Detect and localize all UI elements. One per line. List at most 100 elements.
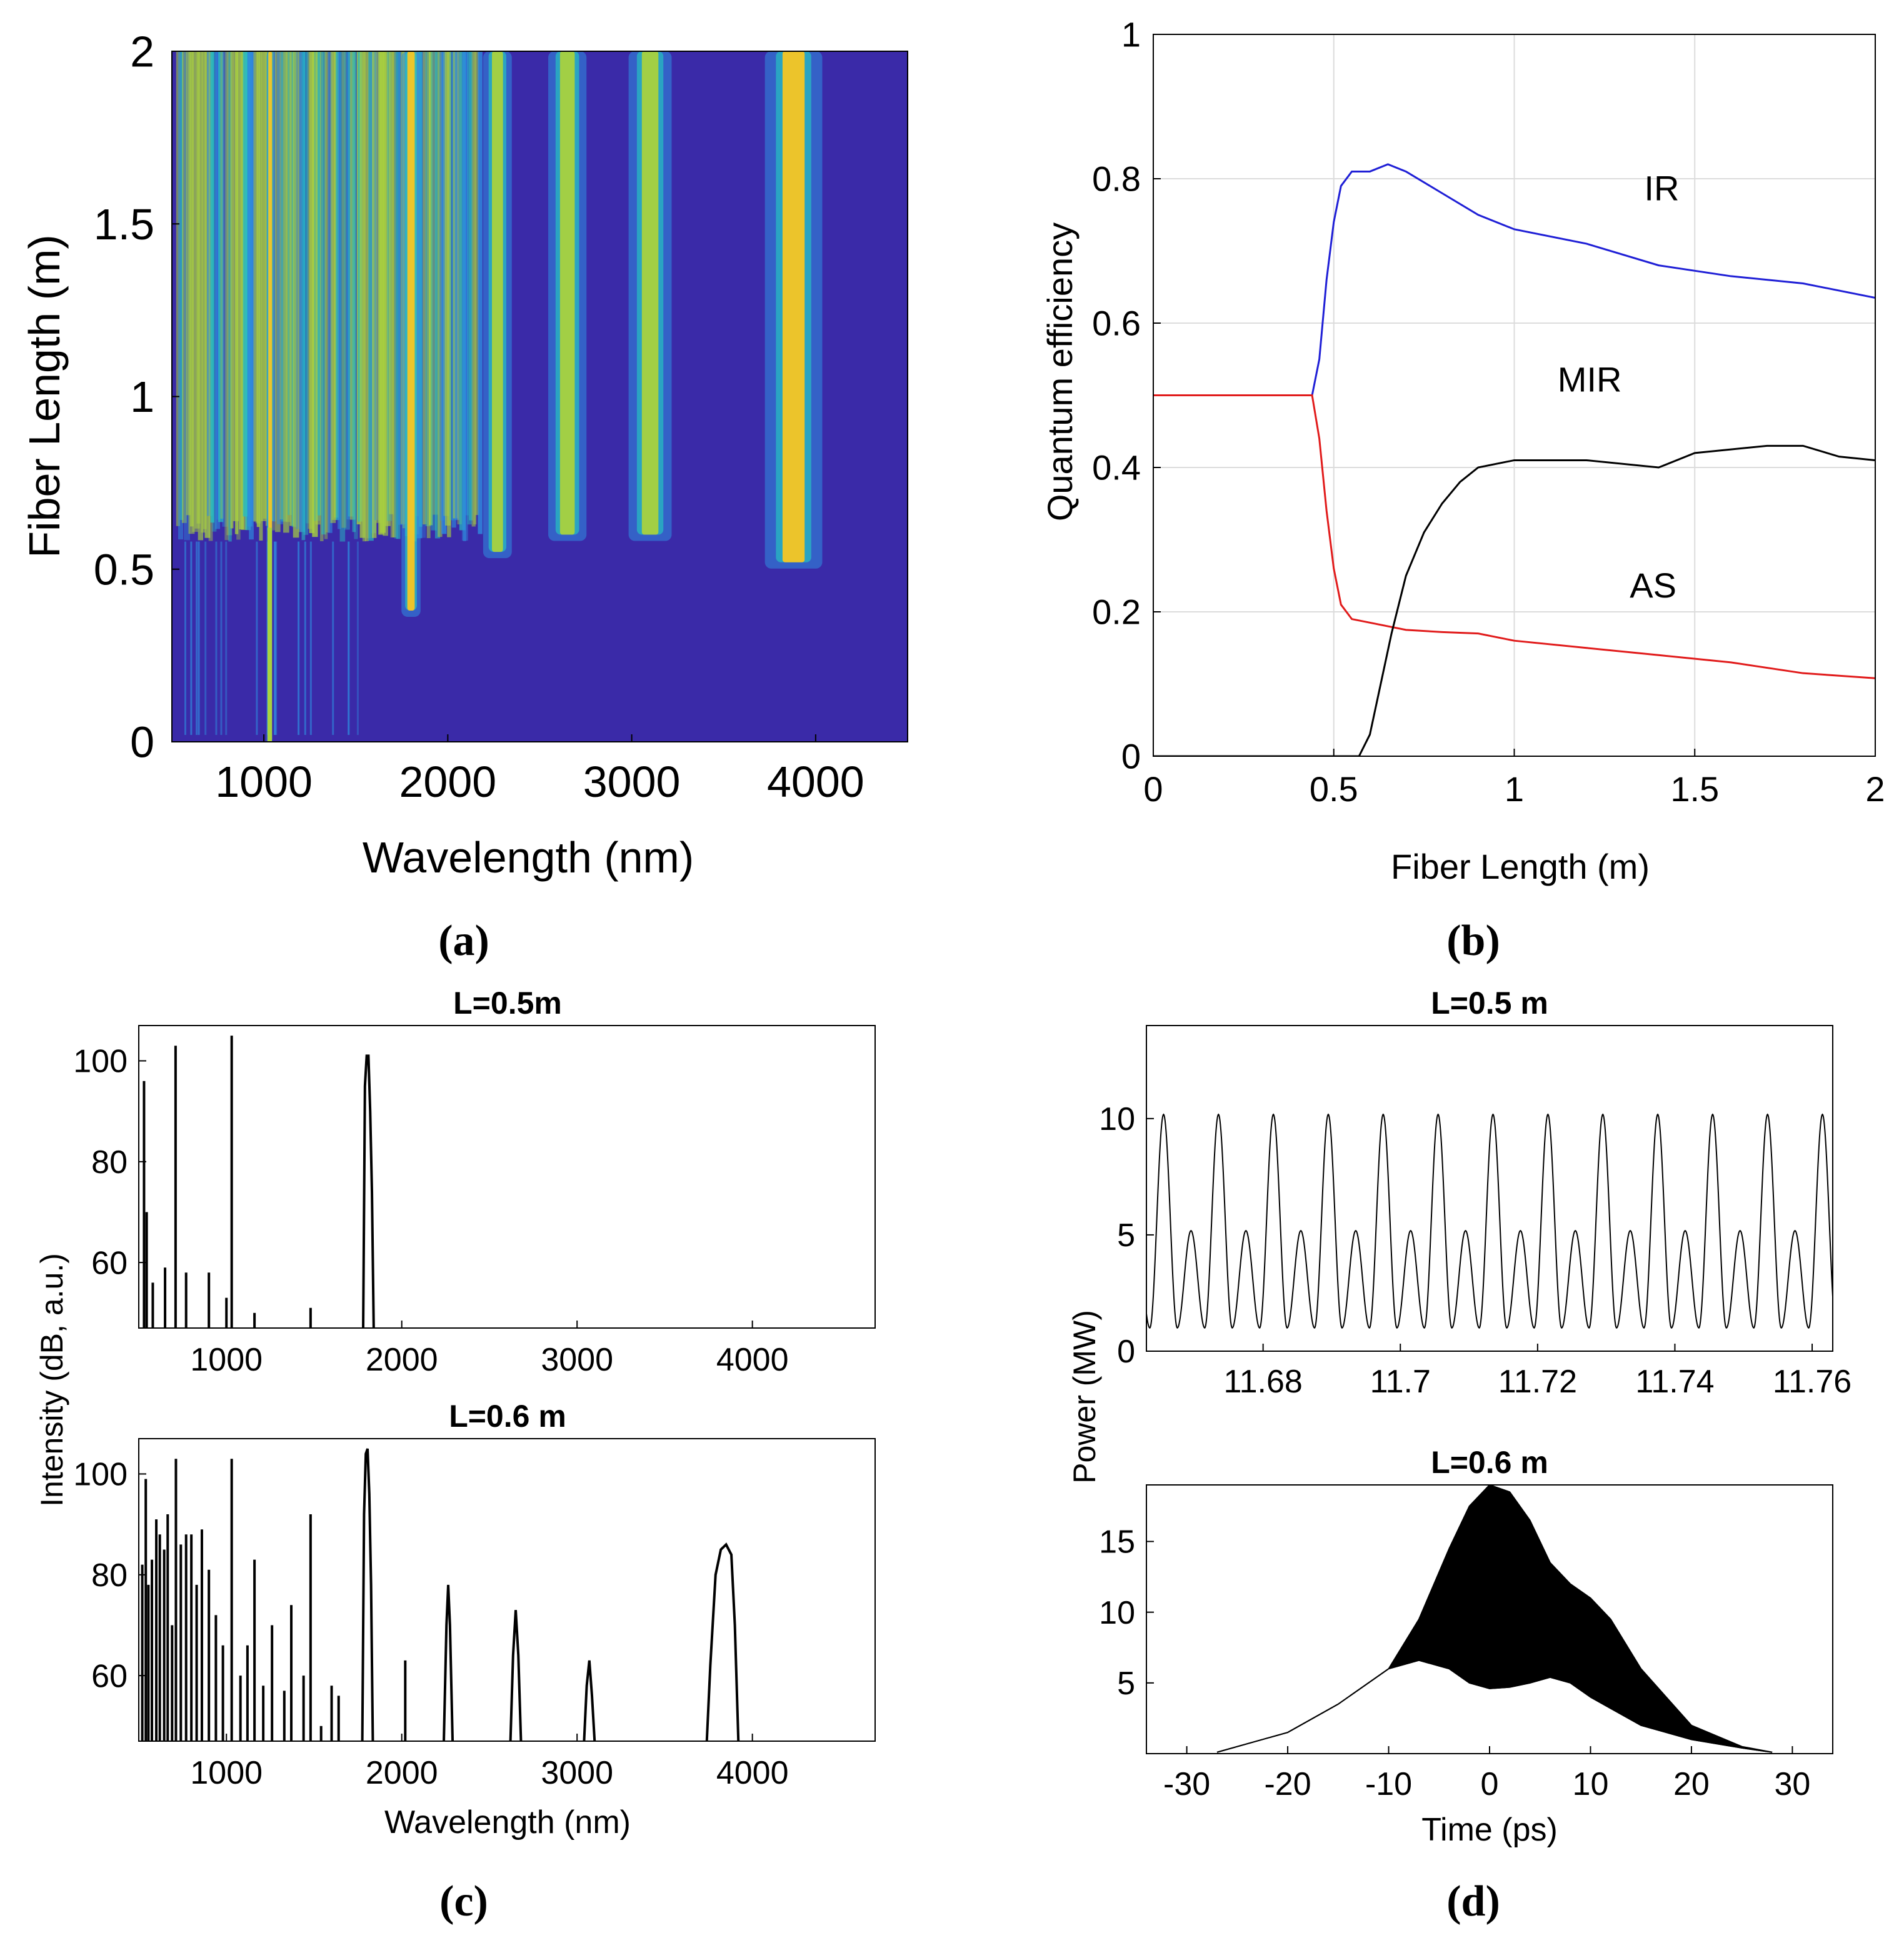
x-tick-label: 0.5 [1310, 769, 1358, 809]
a-weak-line [273, 541, 276, 735]
panel-label-c: (c) [439, 1877, 488, 1926]
x-tick-label: 4000 [716, 1755, 789, 1791]
a-noise-stripe [392, 51, 396, 537]
x-tick-label: 2000 [366, 1755, 438, 1791]
y-tick-label: 80 [91, 1557, 128, 1594]
a-noise-stripe [243, 51, 248, 517]
a-noise-stripe [434, 51, 441, 539]
a-noise-stripe [447, 51, 451, 537]
c-spectral-peak [361, 1448, 374, 1741]
a-noise-stripe [256, 51, 260, 527]
a-weak-line [348, 541, 350, 735]
a-noise-stripe [312, 51, 318, 537]
y-tick-label: 0 [1117, 1334, 1135, 1370]
x-tick-label: 10 [1573, 1766, 1609, 1802]
c-x-axis-label: Wavelength (nm) [384, 1804, 631, 1841]
a-noise-stripe [354, 51, 358, 539]
a-noise-stripe [212, 51, 217, 532]
y-tick-label: 0.8 [1092, 159, 1141, 199]
a-noise-stripe [441, 51, 447, 534]
c-bottom-y-tick-labels: 60 80 100 [73, 1457, 146, 1694]
a-noise-stripe [428, 51, 433, 526]
a-weak-line [215, 541, 218, 735]
b-series-mir [1153, 444, 1875, 756]
panel-label-d: (d) [1446, 1877, 1500, 1926]
b-series-ir [1153, 163, 1875, 396]
a-noise-stripe [352, 51, 356, 532]
y-tick-label: 80 [91, 1144, 128, 1181]
a-noise-stripe [230, 51, 234, 529]
a-noise-stripe [426, 51, 431, 539]
a-heatmap [172, 51, 908, 742]
d-y-axis-label: Power (MW) [1067, 1310, 1102, 1484]
y-tick-label: 2 [130, 27, 154, 76]
b-annotation-mir: MIR [1558, 360, 1622, 399]
x-tick-label: 1.5 [1670, 769, 1719, 809]
a-noise-stripe [473, 51, 477, 525]
c-bottom-spectrum [141, 1448, 740, 1741]
y-tick-label: 60 [91, 1658, 128, 1694]
x-tick-label: 1000 [215, 757, 313, 806]
b-annotation-as: AS [1630, 566, 1676, 605]
y-tick-label: 0.5 [94, 545, 154, 594]
c-top-y-tick-labels: 60 80 100 [73, 1044, 146, 1281]
a-weak-line [204, 541, 207, 735]
b-series [1153, 163, 1875, 756]
a-band-core [782, 51, 805, 562]
a-noise-stripe [454, 51, 459, 521]
a-noise-stripe [431, 51, 437, 531]
a-pump-line [267, 527, 272, 742]
a-weak-line [309, 541, 312, 735]
a-noise-stripe [423, 51, 427, 525]
x-tick-label: 0 [1481, 1766, 1499, 1802]
a-weak-line [304, 541, 306, 735]
c-top-title: L=0.5m [453, 986, 562, 1021]
a-weak-line [256, 541, 258, 735]
y-tick-label: 10 [1099, 1595, 1135, 1631]
a-noise-stripe [273, 51, 276, 522]
y-tick-label: 1 [130, 372, 154, 421]
b-annotation-ir: IR [1644, 169, 1679, 208]
x-tick-label: 1000 [190, 1342, 263, 1378]
a-weak-line [298, 541, 300, 735]
a-noise-stripe [384, 51, 391, 526]
x-tick-label: 4000 [716, 1342, 789, 1378]
a-noise-stripe [207, 51, 213, 516]
y-tick-label: 100 [73, 1044, 128, 1080]
d-bottom-lower-trace [1216, 1659, 1773, 1753]
x-tick-label: 11.68 [1224, 1364, 1303, 1400]
x-tick-label: 30 [1774, 1766, 1810, 1802]
c-y-axis-label: Intensity (dB, a.u.) [34, 1253, 69, 1507]
panel-a: 1000 2000 3000 4000 0 0.5 1 1.5 2 Wavelength (n… [20, 27, 908, 965]
a-band-core [641, 51, 659, 535]
x-tick-label: 11.76 [1773, 1364, 1851, 1400]
a-noise-stripe [198, 51, 204, 541]
b-gridlines [1153, 34, 1875, 756]
a-noise-stripe [321, 51, 326, 535]
x-tick-label: -30 [1163, 1766, 1210, 1802]
x-tick-label: 11.7 [1370, 1364, 1431, 1400]
a-noise-stripe [289, 51, 294, 526]
d-bottom-title: L=0.6 m [1431, 1445, 1548, 1480]
a-x-axis-label: Wavelength (nm) [363, 833, 694, 882]
a-noise-stripe [216, 51, 221, 520]
a-noise-stripe [335, 51, 339, 521]
a-noise-stripe [359, 51, 366, 538]
a-noise-stripe [176, 51, 180, 526]
a-noise-stripe [465, 51, 469, 516]
b-x-tick-labels: 0 0.5 1 1.5 2 [1143, 749, 1885, 809]
a-weak-line [198, 541, 200, 735]
d-bottom-y-tick-labels: 5 10 15 [1099, 1524, 1154, 1702]
a-noise-stripe [379, 51, 386, 533]
d-bottom-envelope-fill [1216, 1485, 1773, 1753]
x-tick-label: 11.74 [1635, 1364, 1714, 1400]
x-tick-label: -20 [1264, 1766, 1311, 1802]
x-tick-label: 2 [1865, 769, 1885, 809]
a-weak-line [184, 541, 186, 735]
x-tick-label: 1 [1505, 769, 1524, 809]
x-tick-label: 20 [1673, 1766, 1710, 1802]
a-noise-stripe [328, 51, 333, 533]
d-top-waveform-line [1146, 1113, 1833, 1329]
a-noise-stripe [251, 51, 256, 521]
a-weak-line [225, 541, 228, 735]
